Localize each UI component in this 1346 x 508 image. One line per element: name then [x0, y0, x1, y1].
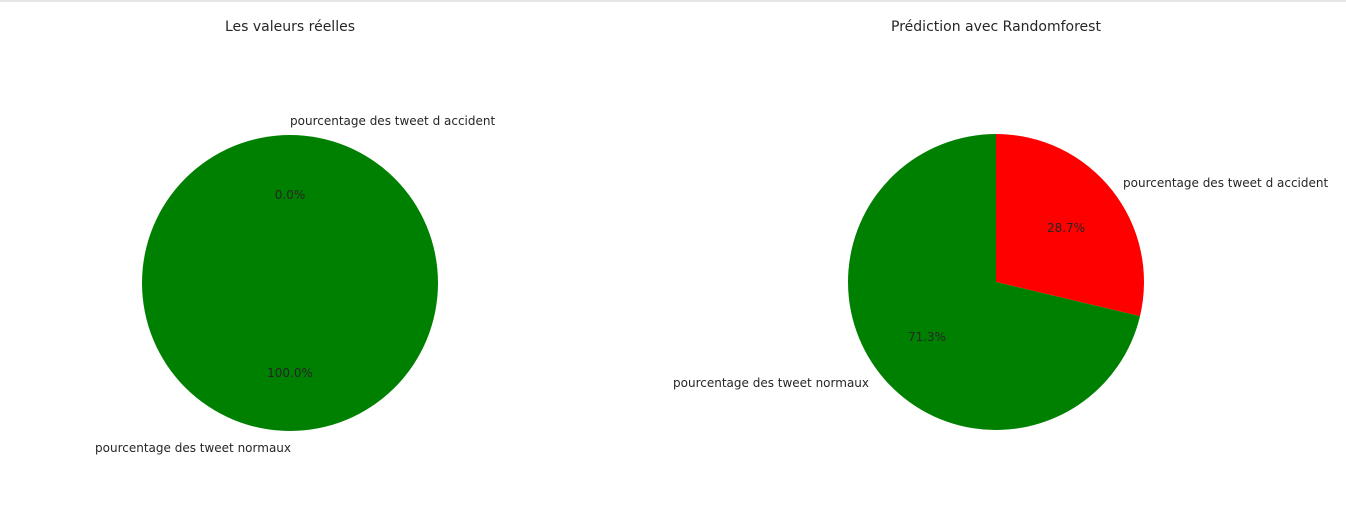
slice-normal: [142, 135, 438, 431]
slice-normal: [848, 134, 1141, 430]
slice-label-accident: pourcentage des tweet d accident: [290, 114, 495, 128]
slice-pct-accident: 28.7%: [1047, 221, 1085, 235]
slice-pct-normal: 100.0%: [267, 366, 313, 380]
pie-slices: [848, 134, 1145, 430]
chart-title: Prédiction avec Randomforest: [891, 19, 1101, 35]
slice-label-normal: pourcentage des tweet normaux: [95, 441, 291, 455]
slice-pct-accident: 0.0%: [275, 188, 306, 202]
slice-label-accident: pourcentage des tweet d accident: [1123, 176, 1328, 190]
top-divider: [0, 0, 1346, 2]
chart-real-values: Les valeurs réelles pourcentage des twee…: [95, 19, 495, 455]
slice-pct-normal: 71.3%: [908, 330, 946, 344]
chart-randomforest: Prédiction avec Randomforest pourcentage…: [673, 19, 1328, 430]
slice-accident: [996, 134, 1145, 317]
chart-title: Les valeurs réelles: [225, 19, 355, 35]
slice-label-normal: pourcentage des tweet normaux: [673, 376, 869, 390]
pie-slices: [142, 135, 438, 431]
